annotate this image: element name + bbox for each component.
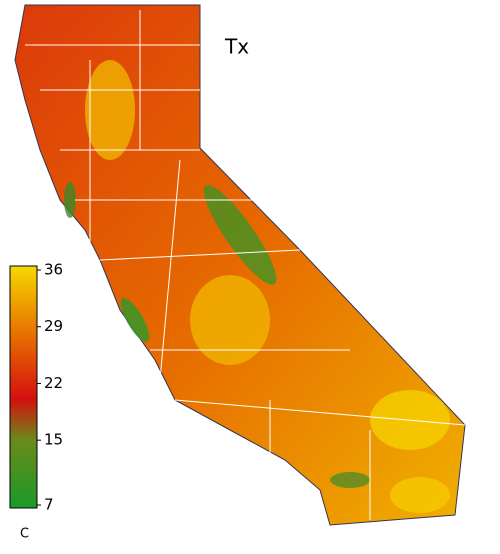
colorbar-tick-label: 29 [44,317,63,335]
cool-zone [120,297,150,343]
colorbar-tick-label: 36 [44,261,63,279]
california [14,4,466,526]
colorbar-unit: C [20,527,29,542]
hot-zone [190,275,270,365]
county-line [25,10,466,520]
cool-zone [64,182,76,218]
colorbar-tick-label: 7 [44,496,54,514]
cool-zone [203,185,277,285]
hot-zone [390,477,450,513]
hot-zone [85,60,135,160]
county-lines [25,10,466,520]
colorbar-tick-label: 15 [44,431,63,449]
map-title: Tx [224,35,249,59]
colorbar-tick-label: 22 [44,374,63,392]
cool-zone [330,472,370,488]
colorbar [9,265,38,509]
